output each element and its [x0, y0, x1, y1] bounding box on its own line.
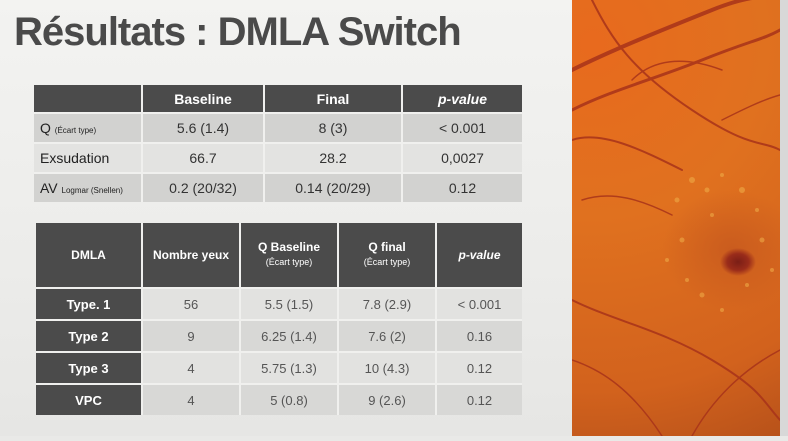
cell-pvalue: 0.12: [436, 383, 522, 415]
table-row: Type 2 9 6.25 (1.4) 7.6 (2) 0.16: [36, 319, 522, 352]
cell-qfinal: 9 (2.6): [338, 383, 437, 415]
row-label: Type 3: [36, 351, 143, 384]
header-cell-qfinal: Q final (Écart type): [338, 223, 437, 288]
header-qbaseline-sub: (Écart type): [265, 257, 313, 267]
slide: Résultats : DMLA Switch Baseline Final p…: [0, 0, 572, 436]
cell-qfinal: 10 (4.3): [338, 351, 437, 384]
header-cell-pvalue: p-value: [436, 223, 522, 288]
retina-fundus-image: [570, 0, 782, 437]
row-label-sub: Logmar (Snellen): [61, 186, 123, 195]
row-label: VPC: [36, 383, 143, 415]
header-cell-pvalue: p-value: [402, 85, 522, 113]
cell-pvalue: 0.12: [436, 351, 522, 384]
cell-qbaseline: 5.75 (1.3): [240, 351, 339, 384]
cell-pvalue: 0.12: [402, 172, 522, 202]
cell-qbaseline: 5.5 (1.5): [240, 287, 339, 320]
header-qbaseline-main: Q Baseline: [257, 240, 321, 254]
cell-pvalue: 0.16: [436, 319, 522, 352]
results-table-header: Baseline Final p-value: [34, 85, 522, 113]
cell-final: 8 (3): [264, 112, 403, 143]
cell-pvalue: < 0.001: [402, 112, 522, 143]
cell-nombre: 9: [142, 319, 241, 352]
header-cell-qbaseline: Q Baseline (Écart type): [240, 223, 339, 288]
row-label-main: Q: [40, 120, 51, 136]
cell-pvalue: < 0.001: [436, 287, 522, 320]
header-cell-empty: [34, 85, 143, 113]
cell-final: 28.2: [264, 142, 403, 173]
header-qfinal-sub: (Écart type): [363, 257, 411, 267]
cell-baseline: 5.6 (1.4): [142, 112, 265, 143]
cell-qbaseline: 5 (0.8): [240, 383, 339, 415]
row-label-sub: (Écart type): [54, 126, 97, 135]
cell-qfinal: 7.6 (2): [338, 319, 437, 352]
table-row: Q (Écart type) 5.6 (1.4) 8 (3) < 0.001: [34, 112, 522, 143]
row-label: Exsudation: [34, 142, 143, 173]
header-cell-final: Final: [264, 85, 403, 113]
retina-vessels-graphic: [570, 0, 782, 437]
cell-baseline: 0.2 (20/32): [142, 172, 265, 202]
row-label: Type. 1: [36, 287, 143, 320]
table-row: Exsudation 66.7 28.2 0,0027: [34, 142, 522, 173]
header-cell-dmla: DMLA: [36, 223, 143, 288]
header-cell-baseline: Baseline: [142, 85, 265, 113]
header-cell-nombre: Nombre yeux: [142, 223, 241, 288]
cell-baseline: 66.7: [142, 142, 265, 173]
row-label: AV Logmar (Snellen): [34, 172, 143, 202]
slide-title: Résultats : DMLA Switch: [14, 10, 462, 54]
table-row: VPC 4 5 (0.8) 9 (2.6) 0.12: [36, 383, 522, 415]
cell-pvalue: 0,0027: [402, 142, 522, 173]
cell-final: 0.14 (20/29): [264, 172, 403, 202]
row-label-main: AV: [40, 180, 58, 196]
table-row: Type 3 4 5.75 (1.3) 10 (4.3) 0.12: [36, 351, 522, 384]
cell-qbaseline: 6.25 (1.4): [240, 319, 339, 352]
cell-nombre: 4: [142, 383, 241, 415]
cell-nombre: 56: [142, 287, 241, 320]
dmla-table-header: DMLA Nombre yeux Q Baseline (Écart type) …: [36, 223, 522, 288]
table-row: AV Logmar (Snellen) 0.2 (20/32) 0.14 (20…: [34, 172, 522, 202]
row-label: Q (Écart type): [34, 112, 143, 143]
results-table: Baseline Final p-value Q (Écart type) 5.…: [34, 85, 522, 202]
screen-edge: [780, 0, 788, 436]
row-label-main: Exsudation: [40, 150, 110, 166]
cell-nombre: 4: [142, 351, 241, 384]
header-qfinal-main: Q final: [368, 240, 406, 254]
dmla-table: DMLA Nombre yeux Q Baseline (Écart type) …: [36, 223, 522, 415]
row-label: Type 2: [36, 319, 143, 352]
table-row: Type. 1 56 5.5 (1.5) 7.8 (2.9) < 0.001: [36, 287, 522, 320]
cell-qfinal: 7.8 (2.9): [338, 287, 437, 320]
